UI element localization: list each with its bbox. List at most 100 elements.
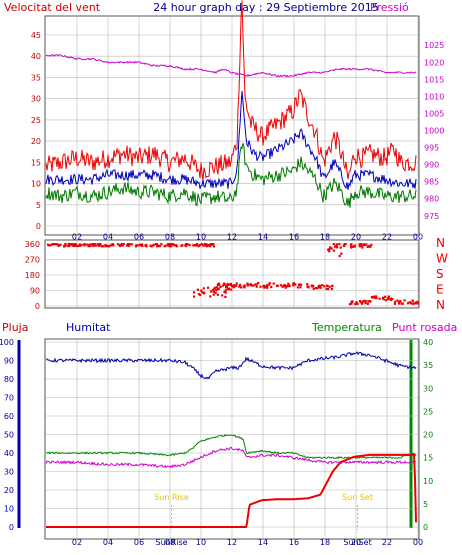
direction-point bbox=[140, 243, 144, 246]
direction-point bbox=[215, 288, 218, 292]
direction-point bbox=[364, 301, 367, 305]
direction-point bbox=[330, 247, 333, 250]
direction-point bbox=[416, 302, 419, 305]
direction-point bbox=[214, 286, 217, 289]
wind-x-tick-label: 02 bbox=[72, 233, 82, 242]
direction-point bbox=[342, 244, 345, 247]
direction-point bbox=[363, 243, 367, 246]
direction-point bbox=[168, 245, 171, 248]
header-right-label: Pressió bbox=[370, 1, 409, 14]
direction-point bbox=[328, 248, 331, 251]
pressure-tick-label: 1005 bbox=[424, 109, 444, 118]
direction-point bbox=[238, 283, 242, 287]
temperature-tick-label: 35 bbox=[423, 361, 433, 370]
direction-point bbox=[157, 244, 160, 248]
direction-point bbox=[387, 298, 390, 301]
direction-point bbox=[200, 243, 203, 246]
direction-point bbox=[397, 302, 401, 305]
rain-series-line bbox=[46, 453, 417, 528]
direction-point bbox=[330, 287, 333, 291]
wind-tick-label: 20 bbox=[31, 137, 41, 146]
compass-label: S bbox=[436, 267, 444, 281]
direction-point bbox=[279, 284, 282, 287]
direction-point bbox=[205, 245, 209, 248]
humidity-x-tick-label: 08 bbox=[165, 538, 175, 547]
pressure-tick-label: 990 bbox=[424, 161, 439, 170]
direction-point bbox=[259, 285, 262, 288]
direction-point bbox=[98, 243, 102, 247]
direction-point bbox=[97, 244, 100, 247]
humidity-x-tick-label: 02 bbox=[72, 538, 82, 547]
direction-tick-label: 270 bbox=[25, 256, 40, 265]
direction-point bbox=[401, 302, 404, 305]
direction-point bbox=[406, 302, 410, 305]
direction-point bbox=[215, 286, 218, 289]
humidity-tick-label: 60 bbox=[4, 412, 14, 421]
series-layer bbox=[45, 0, 419, 528]
direction-point bbox=[78, 244, 81, 247]
direction-point bbox=[281, 285, 284, 288]
direction-point bbox=[389, 297, 392, 300]
humidity-tick-label: 30 bbox=[4, 468, 14, 477]
compass-label: W bbox=[436, 252, 448, 266]
direction-point bbox=[353, 245, 356, 248]
direction-point bbox=[292, 282, 295, 285]
direction-point bbox=[348, 303, 352, 306]
direction-point bbox=[332, 249, 336, 252]
direction-point bbox=[107, 245, 110, 248]
direction-point bbox=[332, 243, 335, 246]
grid-layer bbox=[46, 17, 419, 538]
direction-point bbox=[225, 286, 228, 289]
direction-point bbox=[216, 293, 219, 296]
direction-point bbox=[110, 244, 113, 247]
humidity-x-tick-label: 10 bbox=[196, 538, 206, 547]
direction-point bbox=[335, 243, 338, 246]
direction-point bbox=[370, 243, 373, 246]
direction-point bbox=[359, 243, 363, 246]
axis-labels-layer: 0510152025303540459759809859909951000100… bbox=[0, 31, 448, 547]
direction-point bbox=[48, 244, 51, 247]
humidity-tick-label: 0 bbox=[9, 523, 14, 532]
humidity-tick-label: 100 bbox=[0, 338, 14, 347]
wind-tick-label: 0 bbox=[36, 222, 41, 231]
wind-x-tick-label: 16 bbox=[289, 233, 299, 242]
direction-point bbox=[361, 246, 364, 249]
humidity-x-tick-label: 22 bbox=[382, 538, 392, 547]
wind_avg-series-line bbox=[45, 90, 417, 190]
humidity-x-tick-label: 16 bbox=[289, 538, 299, 547]
direction-point bbox=[246, 283, 249, 286]
compass-label: N bbox=[436, 298, 445, 312]
direction-point bbox=[72, 244, 75, 248]
direction-point bbox=[350, 243, 353, 246]
direction-point bbox=[209, 290, 213, 293]
direction-point bbox=[284, 286, 287, 289]
direction-point bbox=[299, 283, 303, 286]
humidity-series-line bbox=[46, 351, 417, 380]
direction-point bbox=[272, 282, 275, 285]
wind-x-tick-label: 14 bbox=[258, 233, 268, 242]
direction-point bbox=[267, 283, 270, 286]
compass-label: N bbox=[436, 236, 445, 250]
direction-point bbox=[366, 302, 369, 305]
direction-point bbox=[292, 284, 295, 287]
direction-point bbox=[255, 285, 258, 288]
direction-point bbox=[411, 302, 414, 305]
direction-point bbox=[298, 283, 301, 286]
direction-point bbox=[393, 302, 396, 305]
direction-point bbox=[317, 284, 320, 288]
direction-point bbox=[375, 297, 378, 300]
wind-tick-label: 30 bbox=[31, 95, 41, 104]
direction-point bbox=[350, 302, 353, 305]
direction-point bbox=[70, 243, 73, 246]
direction-point bbox=[378, 297, 381, 300]
wind-tick-label: 35 bbox=[31, 73, 41, 82]
direction-point bbox=[235, 284, 238, 287]
direction-point bbox=[316, 286, 319, 290]
direction-point bbox=[257, 281, 260, 285]
direction-point bbox=[67, 243, 70, 246]
temperature-tick-label: 25 bbox=[423, 407, 433, 416]
wind-x-tick-label: 04 bbox=[103, 233, 113, 242]
direction-point bbox=[195, 243, 199, 246]
wind-tick-label: 5 bbox=[36, 201, 41, 210]
direction-point bbox=[194, 244, 197, 247]
